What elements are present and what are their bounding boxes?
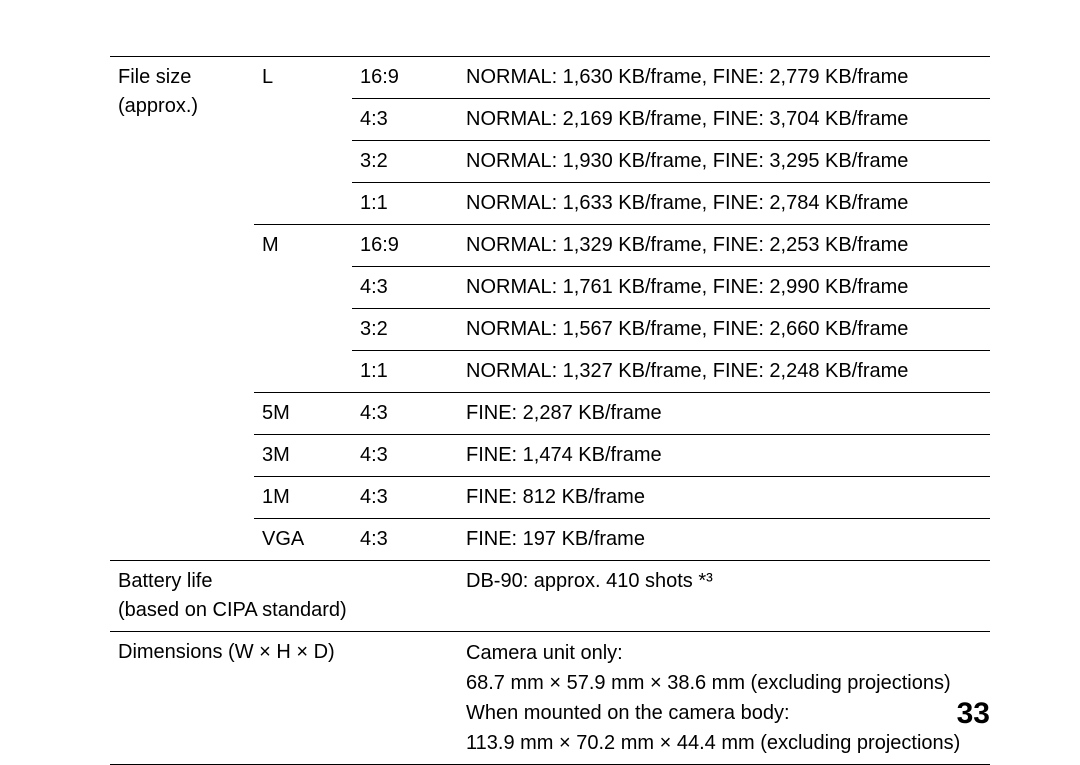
table-row: Battery life (based on CIPA standard) DB… [110, 561, 990, 632]
value-cell: NORMAL: 1,630 KB/frame, FINE: 2,779 KB/f… [458, 57, 990, 99]
value-cell: FINE: 2,287 KB/frame [458, 393, 990, 435]
size-M: M [254, 225, 352, 393]
ratio-cell: 4:3 [352, 519, 458, 561]
spec-table: File size (approx.) L 16:9 NORMAL: 1,630… [110, 56, 990, 765]
value-cell: NORMAL: 1,329 KB/frame, FINE: 2,253 KB/f… [458, 225, 990, 267]
value-cell: NORMAL: 1,930 KB/frame, FINE: 3,295 KB/f… [458, 141, 990, 183]
value-cell: NORMAL: 1,567 KB/frame, FINE: 2,660 KB/f… [458, 309, 990, 351]
value-cell: NORMAL: 2,169 KB/frame, FINE: 3,704 KB/f… [458, 99, 990, 141]
value-cell: NORMAL: 1,761 KB/frame, FINE: 2,990 KB/f… [458, 267, 990, 309]
text: When mounted on the camera body: [466, 702, 790, 724]
label-battery-life: Battery life (based on CIPA standard) [110, 561, 458, 632]
ratio-cell: 1:1 [352, 351, 458, 393]
ratio-cell: 4:3 [352, 435, 458, 477]
value-cell: DB-90: approx. 410 shots *³ [458, 561, 990, 632]
size-1M: 1M [254, 477, 352, 519]
table-row: File size (approx.) L 16:9 NORMAL: 1,630… [110, 57, 990, 99]
table-row: Dimensions (W × H × D) Camera unit only:… [110, 632, 990, 765]
value-cell: FINE: 197 KB/frame [458, 519, 990, 561]
ratio-cell: 16:9 [352, 57, 458, 99]
ratio-cell: 3:2 [352, 141, 458, 183]
ratio-cell: 1:1 [352, 183, 458, 225]
ratio-cell: 3:2 [352, 309, 458, 351]
size-3M: 3M [254, 435, 352, 477]
value-cell: NORMAL: 1,327 KB/frame, FINE: 2,248 KB/f… [458, 351, 990, 393]
text: Camera unit only: [466, 642, 623, 664]
size-VGA: VGA [254, 519, 352, 561]
text: (approx.) [118, 95, 198, 117]
text: 68.7 mm × 57.9 mm × 38.6 mm (excluding p… [466, 672, 951, 694]
text: 113.9 mm × 70.2 mm × 44.4 mm (excluding … [466, 732, 960, 754]
value-cell: Camera unit only: 68.7 mm × 57.9 mm × 38… [458, 632, 990, 765]
ratio-cell: 4:3 [352, 99, 458, 141]
text: File size [118, 66, 191, 88]
ratio-cell: 4:3 [352, 477, 458, 519]
value-cell: FINE: 812 KB/frame [458, 477, 990, 519]
text: (based on CIPA standard) [118, 599, 347, 621]
text: Battery life [118, 570, 212, 592]
value-cell: NORMAL: 1,633 KB/frame, FINE: 2,784 KB/f… [458, 183, 990, 225]
size-5M: 5M [254, 393, 352, 435]
ratio-cell: 4:3 [352, 267, 458, 309]
value-cell: FINE: 1,474 KB/frame [458, 435, 990, 477]
manual-page: File size (approx.) L 16:9 NORMAL: 1,630… [0, 0, 1080, 761]
page-number: 33 [957, 697, 990, 731]
label-file-size: File size (approx.) [110, 57, 254, 561]
ratio-cell: 16:9 [352, 225, 458, 267]
size-L: L [254, 57, 352, 225]
label-dimensions: Dimensions (W × H × D) [110, 632, 458, 765]
ratio-cell: 4:3 [352, 393, 458, 435]
